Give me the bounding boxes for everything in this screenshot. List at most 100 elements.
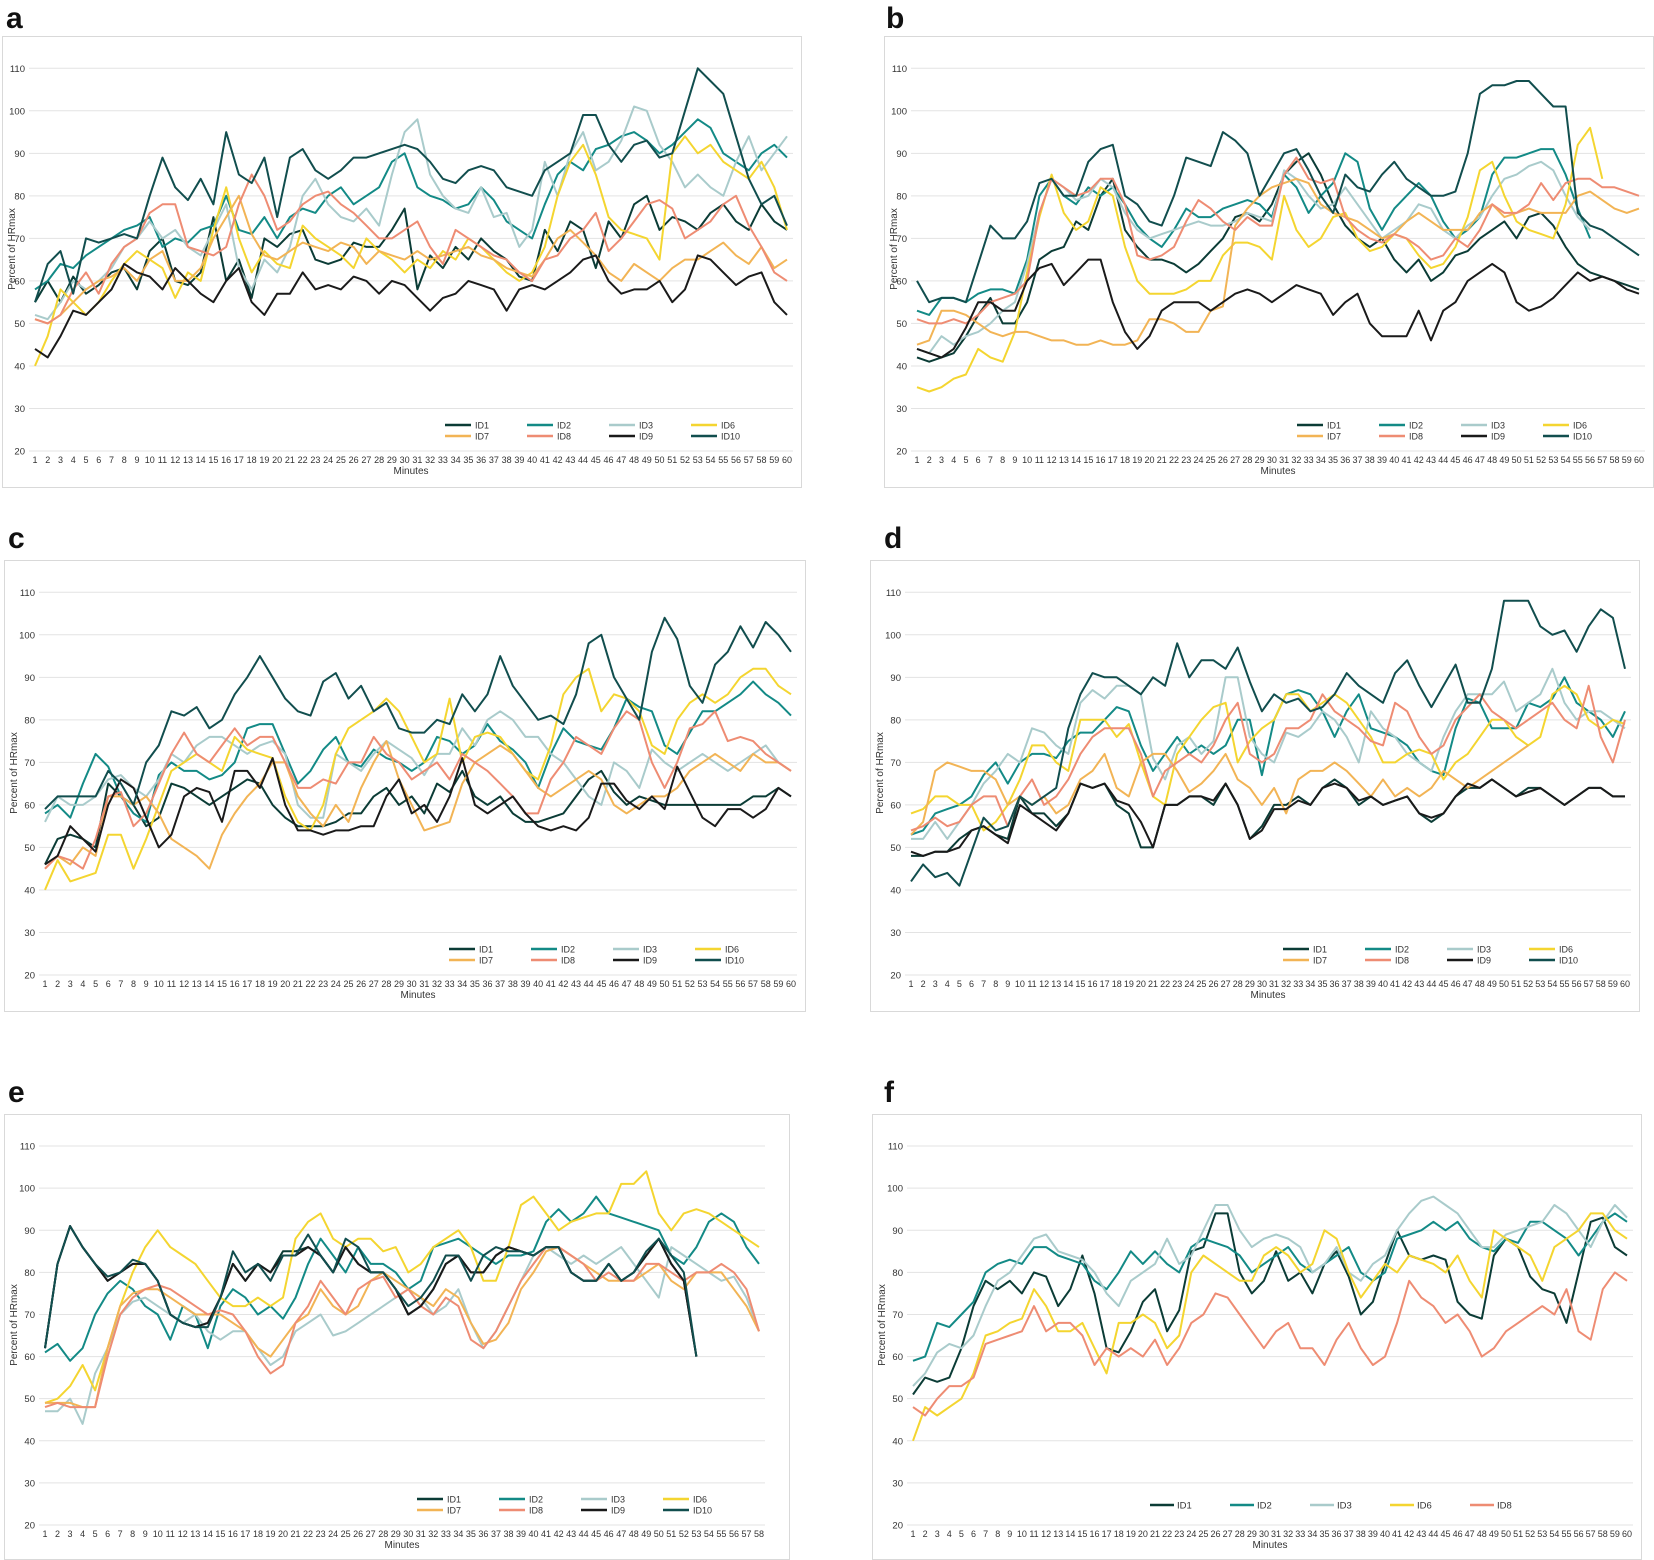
- x-tick-label: 24: [328, 1529, 338, 1539]
- x-tick-label: 27: [361, 455, 371, 465]
- y-tick-label: 60: [890, 800, 901, 811]
- x-tick-label: 28: [1235, 1529, 1245, 1539]
- x-tick-label: 45: [1438, 979, 1448, 989]
- y-tick-label: 60: [892, 1352, 903, 1363]
- x-tick-label: 7: [983, 1529, 988, 1539]
- x-tick-label: 10: [154, 979, 164, 989]
- x-tick-label: 35: [466, 1529, 476, 1539]
- legend-label: ID9: [639, 432, 653, 442]
- x-tick-label: 25: [1198, 1529, 1208, 1539]
- x-tick-label: 44: [579, 1529, 589, 1539]
- x-tick-label: 15: [215, 1529, 225, 1539]
- x-tick-label: 13: [1059, 455, 1069, 465]
- x-tick-label: 13: [192, 979, 202, 989]
- x-tick-label: 57: [744, 455, 754, 465]
- x-tick-label: 42: [558, 979, 568, 989]
- x-tick-label: 33: [1293, 979, 1303, 989]
- x-tick-label: 21: [291, 1529, 301, 1539]
- x-tick-label: 3: [933, 979, 938, 989]
- series-line-id6: [910, 684, 1626, 832]
- x-tick-label: 6: [105, 1529, 110, 1539]
- x-tick-label: 1: [42, 979, 47, 989]
- panel-letter-a: a: [6, 2, 23, 35]
- x-tick-label: 5: [957, 979, 962, 989]
- x-tick-label: 54: [1549, 1529, 1559, 1539]
- y-tick-label: 110: [10, 64, 25, 75]
- legend-label: ID1: [1177, 1501, 1192, 1512]
- x-tick-label: 18: [1114, 1529, 1124, 1539]
- x-tick-label: 46: [1463, 455, 1473, 465]
- legend-label: ID10: [721, 432, 740, 442]
- legend-label: ID1: [1313, 945, 1327, 955]
- legend-label: ID10: [1559, 956, 1578, 966]
- x-tick-label: 59: [1622, 455, 1632, 465]
- x-tick-label: 40: [1378, 979, 1388, 989]
- x-tick-label: 19: [265, 1529, 275, 1539]
- series-line-id6: [912, 1212, 1628, 1442]
- legend-label: ID3: [643, 945, 657, 955]
- series-line-id2: [34, 118, 788, 291]
- series-line-id10: [910, 599, 1626, 887]
- series-line-id9: [44, 757, 792, 866]
- x-tick-label: 34: [1305, 979, 1315, 989]
- series-line-id3: [34, 105, 788, 321]
- y-tick-label: 80: [24, 715, 35, 726]
- y-tick-label: 50: [896, 319, 907, 330]
- y-tick-label: 80: [14, 191, 25, 202]
- x-tick-label: 45: [591, 1529, 601, 1539]
- x-tick-label: 32: [1281, 979, 1291, 989]
- x-tick-label: 14: [1071, 455, 1081, 465]
- panel-letter-e: e: [8, 1076, 25, 1109]
- x-tick-label: 32: [428, 1529, 438, 1539]
- legend-label: ID10: [1573, 432, 1592, 442]
- x-tick-label: 41: [546, 979, 556, 989]
- x-tick-label: 21: [1148, 979, 1158, 989]
- series-line-id7: [45, 1246, 760, 1409]
- x-tick-label: 4: [947, 1529, 952, 1539]
- x-tick-label: 47: [616, 455, 626, 465]
- x-tick-label: 25: [341, 1529, 351, 1539]
- x-tick-label: 3: [68, 1529, 73, 1539]
- x-tick-label: 5: [93, 979, 98, 989]
- x-tick-label: 5: [963, 455, 968, 465]
- legend-label: ID7: [1313, 956, 1327, 966]
- x-tick-label: 40: [533, 979, 543, 989]
- x-tick-label: 7: [988, 455, 993, 465]
- x-tick-label: 13: [183, 455, 193, 465]
- x-tick-label: 24: [1193, 455, 1203, 465]
- x-tick-label: 58: [757, 455, 767, 465]
- x-tick-label: 16: [230, 979, 240, 989]
- x-axis-title: Minutes: [1260, 466, 1295, 477]
- x-tick-label: 22: [306, 979, 316, 989]
- y-axis-title: Percent of HRmax: [877, 1284, 888, 1366]
- y-tick-label: 30: [896, 404, 907, 415]
- x-tick-label: 40: [1380, 1529, 1390, 1539]
- x-tick-label: 15: [1077, 1529, 1087, 1539]
- x-tick-label: 18: [247, 455, 257, 465]
- legend-label: ID9: [1477, 956, 1491, 966]
- x-tick-label: 41: [540, 455, 550, 465]
- x-tick-label: 58: [1610, 455, 1620, 465]
- x-tick-label: 46: [604, 1529, 614, 1539]
- series-line-id8: [912, 1271, 1628, 1417]
- x-tick-label: 21: [285, 455, 295, 465]
- y-tick-label: 110: [888, 1142, 903, 1153]
- y-tick-label: 70: [24, 758, 35, 769]
- x-tick-label: 20: [272, 455, 282, 465]
- legend-label: ID9: [611, 1506, 625, 1516]
- x-tick-label: 44: [1428, 1529, 1438, 1539]
- y-tick-label: 100: [19, 630, 35, 641]
- x-tick-label: 20: [1136, 979, 1146, 989]
- x-tick-label: 23: [318, 979, 328, 989]
- x-tick-label: 39: [1368, 1529, 1378, 1539]
- x-tick-label: 2: [921, 979, 926, 989]
- x-tick-label: 30: [400, 455, 410, 465]
- x-tick-label: 13: [1051, 979, 1061, 989]
- series-line-id10: [44, 1225, 698, 1357]
- legend-label: ID9: [643, 956, 657, 966]
- x-tick-label: 53: [697, 979, 707, 989]
- y-tick-label: 40: [14, 361, 25, 372]
- legend-label: ID8: [1497, 1501, 1512, 1512]
- x-tick-label: 16: [1090, 1529, 1100, 1539]
